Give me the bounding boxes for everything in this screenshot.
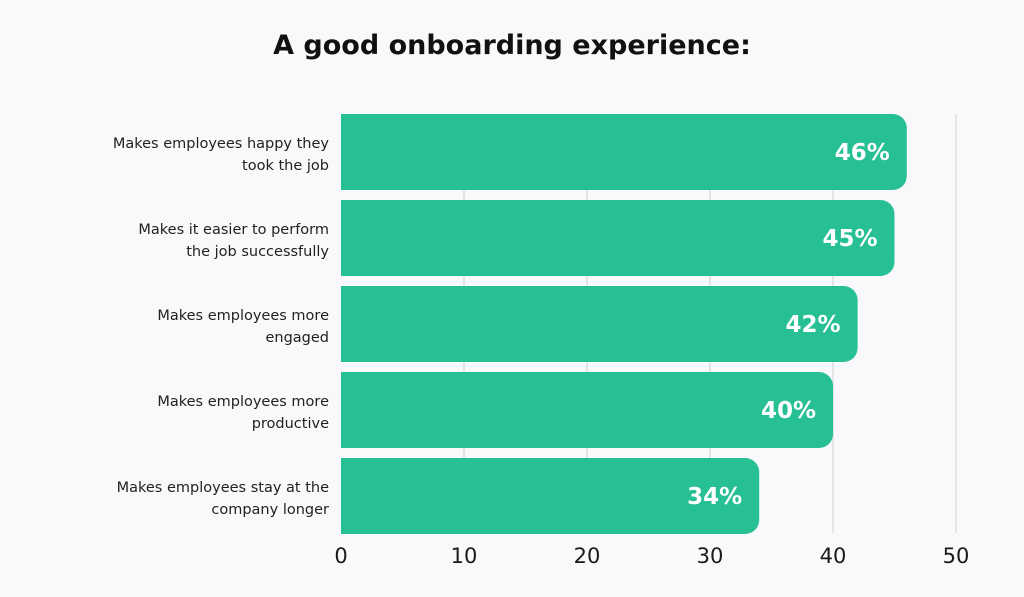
bar xyxy=(341,286,858,362)
category-label: Makes employees happy they xyxy=(113,136,330,152)
category-label: Makes it easier to perform xyxy=(138,222,329,238)
x-tick-label: 10 xyxy=(451,544,478,568)
data-label: 46% xyxy=(835,140,890,166)
chart-title: A good onboarding experience: xyxy=(273,30,751,61)
data-label: 42% xyxy=(786,312,841,338)
category-label: took the job xyxy=(242,158,329,174)
category-label: Makes employees more xyxy=(157,394,329,410)
x-tick-label: 20 xyxy=(574,544,601,568)
x-tick-label: 30 xyxy=(697,544,724,568)
data-label: 34% xyxy=(687,484,742,510)
bar xyxy=(341,458,760,534)
x-tick-label: 0 xyxy=(334,544,347,568)
x-tick-label: 40 xyxy=(820,544,847,568)
category-label: company longer xyxy=(211,502,329,518)
category-label: Makes employees more xyxy=(157,308,329,324)
bar xyxy=(341,372,833,448)
category-label: productive xyxy=(252,416,329,432)
bar xyxy=(341,200,895,276)
data-label: 45% xyxy=(822,226,877,252)
category-label: Makes employees stay at the xyxy=(117,480,329,496)
x-tick-label: 50 xyxy=(943,544,970,568)
bar xyxy=(341,114,907,190)
category-label: the job successfully xyxy=(186,244,329,260)
category-label: engaged xyxy=(265,330,329,346)
data-label: 40% xyxy=(761,398,816,424)
